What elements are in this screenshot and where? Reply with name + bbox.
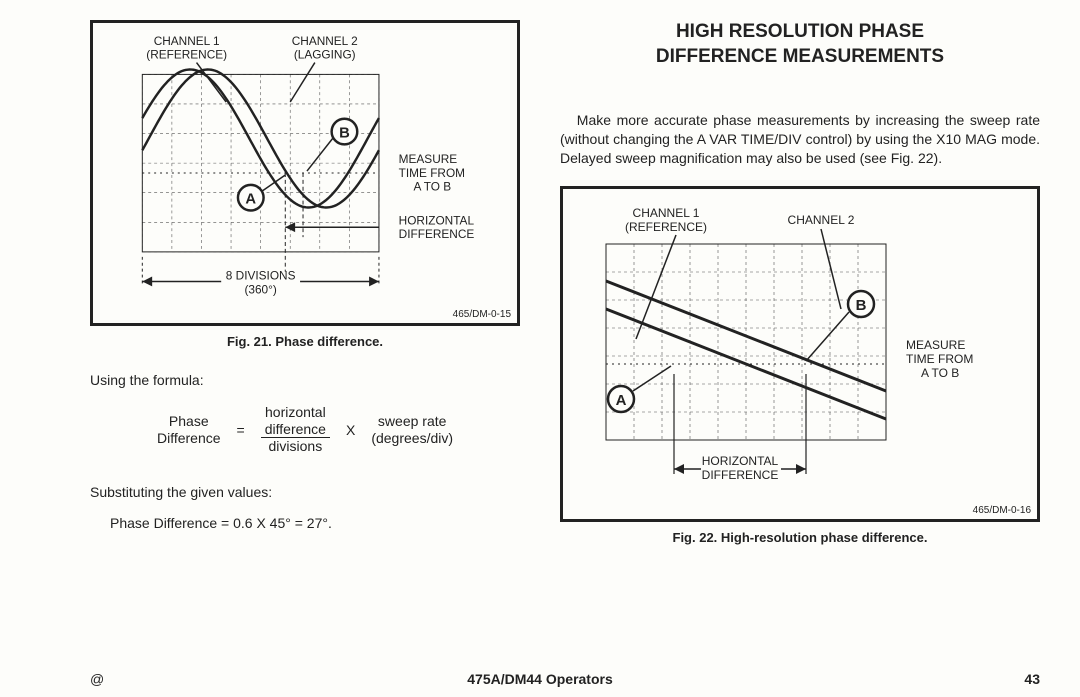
formula-mid-top: horizontal: [265, 404, 326, 421]
using-formula-text: Using the formula:: [90, 371, 520, 390]
svg-text:DIFFERENCE: DIFFERENCE: [702, 468, 779, 482]
figure-22-code: 465/DM-0-16: [973, 505, 1031, 516]
formula-rhs: sweep rate (degrees/div): [371, 413, 453, 447]
formula-mid: horizontal difference divisions: [261, 404, 330, 455]
formula-rhs-top: sweep rate: [378, 413, 446, 430]
footer-title: 475A/DM44 Operators: [467, 671, 613, 687]
svg-text:DIFFERENCE: DIFFERENCE: [399, 227, 475, 241]
svg-text:A: A: [616, 392, 627, 409]
svg-text:(LAGGING): (LAGGING): [294, 48, 356, 62]
formula: Phase Difference = horizontal difference…: [90, 404, 520, 455]
svg-text:A TO B: A TO B: [413, 180, 451, 194]
svg-text:(360°): (360°): [244, 282, 276, 296]
formula-lhs: Phase Difference: [157, 413, 221, 447]
formula-lhs-bot: Difference: [157, 430, 221, 447]
section-title-l1: HIGH RESOLUTION PHASE: [676, 21, 924, 42]
body-paragraph: Make more accurate phase measurements by…: [560, 111, 1040, 168]
svg-text:MEASURE: MEASURE: [399, 152, 458, 166]
svg-text:CHANNEL 1: CHANNEL 1: [633, 206, 700, 220]
figure-21-svg: CHANNEL 1 (REFERENCE) CHANNEL 2 (LAGGING…: [93, 23, 517, 323]
formula-eq: =: [237, 422, 245, 438]
svg-text:CHANNEL 1: CHANNEL 1: [154, 34, 220, 48]
svg-text:MEASURE: MEASURE: [906, 338, 965, 352]
svg-text:(REFERENCE): (REFERENCE): [146, 48, 227, 62]
section-title: HIGH RESOLUTION PHASE DIFFERENCE MEASURE…: [560, 20, 1040, 69]
svg-text:TIME FROM: TIME FROM: [399, 166, 465, 180]
svg-text:A: A: [245, 192, 256, 208]
svg-text:(REFERENCE): (REFERENCE): [625, 220, 707, 234]
svg-text:A TO B: A TO B: [921, 366, 959, 380]
page-footer: @ 475A/DM44 Operators 43: [90, 671, 1040, 687]
svg-text:CHANNEL 2: CHANNEL 2: [292, 34, 358, 48]
right-column: HIGH RESOLUTION PHASE DIFFERENCE MEASURE…: [560, 20, 1040, 665]
figure-22: CHANNEL 1 (REFERENCE) CHANNEL 2 A B MEAS…: [560, 186, 1040, 522]
formula-times: X: [346, 422, 355, 438]
figure-21-code: 465/DM-0-15: [453, 309, 511, 320]
svg-text:CHANNEL 2: CHANNEL 2: [788, 213, 855, 227]
svg-text:HORIZONTAL: HORIZONTAL: [399, 213, 475, 227]
formula-mid-mid: difference: [261, 421, 330, 439]
substituting-text: Substituting the given values:: [90, 483, 520, 502]
left-column: CHANNEL 1 (REFERENCE) CHANNEL 2 (LAGGING…: [90, 20, 520, 665]
section-title-l2: DIFFERENCE MEASUREMENTS: [656, 46, 944, 67]
svg-text:TIME FROM: TIME FROM: [906, 352, 973, 366]
result-text: Phase Difference = 0.6 X 45° = 27°.: [110, 514, 520, 533]
figure-21-caption: Fig. 21. Phase difference.: [90, 334, 520, 349]
figure-22-svg: CHANNEL 1 (REFERENCE) CHANNEL 2 A B MEAS…: [563, 189, 1037, 519]
svg-text:8 DIVISIONS: 8 DIVISIONS: [226, 268, 296, 282]
svg-text:B: B: [339, 126, 350, 142]
manual-page: CHANNEL 1 (REFERENCE) CHANNEL 2 (LAGGING…: [0, 0, 1080, 697]
figure-21: CHANNEL 1 (REFERENCE) CHANNEL 2 (LAGGING…: [90, 20, 520, 326]
svg-text:B: B: [856, 297, 867, 314]
svg-text:HORIZONTAL: HORIZONTAL: [702, 454, 779, 468]
formula-mid-bot: divisions: [269, 438, 323, 455]
formula-rhs-bot: (degrees/div): [371, 430, 453, 447]
footer-page: 43: [1024, 671, 1040, 687]
figure-22-caption: Fig. 22. High-resolution phase differenc…: [560, 530, 1040, 545]
formula-lhs-top: Phase: [169, 413, 209, 430]
footer-at: @: [90, 671, 104, 687]
content-columns: CHANNEL 1 (REFERENCE) CHANNEL 2 (LAGGING…: [90, 20, 1040, 665]
